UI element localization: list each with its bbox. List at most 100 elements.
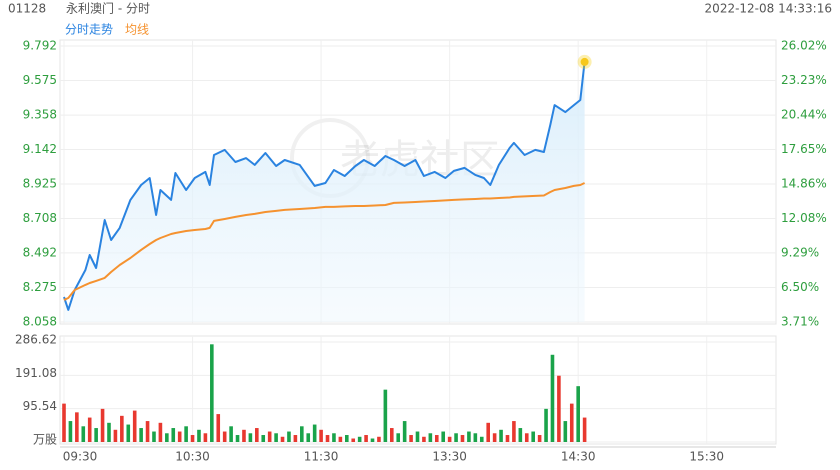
volume-bar (428, 433, 433, 442)
volume-bar (306, 433, 311, 442)
volume-bar (229, 426, 233, 442)
timestamp: 2022-12-08 14:33:16 (705, 2, 832, 16)
volume-bar (345, 435, 349, 442)
volume-bar (473, 433, 478, 442)
volume-bar (512, 421, 516, 442)
stock-name: 永利澳门 - 分时 (66, 1, 150, 16)
volume-bar (582, 417, 587, 442)
volume-bar (569, 403, 574, 442)
volume-bar (325, 435, 330, 442)
volume-bar (287, 431, 291, 442)
y-tick-label: 8.275 (23, 280, 57, 294)
volume-bar (312, 424, 317, 442)
volume-bar (242, 429, 246, 442)
x-tick-label: 14:30 (561, 450, 596, 464)
volume-bar (524, 433, 529, 442)
x-tick-label: 09:30 (63, 450, 98, 464)
legend-entry: 分时走势 (65, 23, 113, 37)
y2-tick-label: 17.65% (781, 142, 827, 156)
volume-bar (531, 431, 535, 442)
volume-bar (184, 426, 188, 442)
volume-bar (447, 436, 452, 442)
x-tick-label: 11:30 (304, 450, 339, 464)
volume-bar (370, 438, 375, 442)
y2-tick-label: 6.50% (781, 280, 819, 294)
volume-bar (499, 429, 503, 442)
volume-bar (576, 386, 580, 442)
volume-bar (210, 344, 214, 442)
volume-bar (177, 431, 182, 442)
volume-bar (132, 410, 137, 442)
volume-bar (216, 414, 221, 442)
volume-bar (434, 435, 439, 442)
volume-bar (152, 431, 156, 442)
y-tick-label: 8.492 (23, 245, 57, 259)
average-line (63, 182, 586, 301)
volume-bar (100, 408, 105, 442)
volume-bar (332, 433, 336, 442)
last-price-dot (580, 57, 589, 66)
volume-bar (280, 436, 285, 442)
x-tick-label: 10:30 (175, 450, 210, 464)
volume-bar (415, 431, 420, 442)
volume-bar (479, 436, 484, 442)
volume-bar (222, 431, 227, 442)
volume-bar (486, 422, 490, 442)
volume-bar (75, 412, 79, 442)
y-tick-label: 9.142 (23, 142, 57, 156)
volume-bar (139, 428, 143, 442)
y-tick-label: 8.708 (23, 211, 57, 225)
volume-bar (454, 433, 458, 442)
volume-bar (441, 431, 446, 442)
panel-frame (59, 335, 777, 445)
volume-bar (87, 417, 92, 442)
volume-bar (505, 435, 510, 442)
y-tick-label: 8.925 (23, 177, 57, 191)
volume-bar (190, 435, 195, 442)
volume-bar (274, 433, 278, 442)
y2-tick-label: 20.44% (781, 108, 827, 122)
y-tick-label: 9.792 (23, 39, 57, 53)
y-tick-label: 9.575 (23, 73, 57, 87)
price-line (63, 61, 586, 311)
volume-bar (557, 375, 561, 442)
y-tick-label: 8.058 (23, 315, 57, 329)
volume-bar (158, 422, 163, 442)
volume-bar (120, 415, 124, 442)
volume-bar (81, 426, 86, 442)
volume-bar (544, 408, 548, 442)
volume-bar (563, 421, 568, 442)
volume-bar (293, 435, 298, 442)
volume-bar (357, 436, 362, 442)
volume-bar (550, 354, 555, 442)
volume-bar (319, 429, 323, 442)
y2-tick-label: 26.02% (781, 39, 827, 53)
volume-bar (518, 428, 523, 442)
volume-bar (396, 433, 401, 442)
volume-bar (94, 428, 98, 442)
volume-bar (62, 403, 66, 442)
volume-bar (338, 436, 343, 442)
x-tick-label: 15:30 (689, 450, 724, 464)
volume-bar (235, 435, 240, 442)
legend-entry: 均线 (125, 23, 149, 37)
y-tick-label: 万股 (33, 433, 57, 447)
volume-bar (165, 433, 169, 442)
volume-bar (409, 435, 413, 442)
volume-bar (351, 438, 356, 442)
stock-code: 01128 (8, 2, 46, 16)
volume-bar (126, 424, 131, 442)
volume-bar (267, 431, 272, 442)
volume-bar (537, 435, 542, 442)
y-tick-label: 9.358 (23, 108, 57, 122)
y2-tick-label: 14.86% (781, 177, 827, 191)
volume-bar (145, 421, 150, 442)
y-tick-label: 95.54 (23, 399, 57, 413)
volume-bar (389, 428, 394, 442)
panel-frame (59, 39, 777, 325)
volume-bar (467, 431, 471, 442)
y2-tick-label: 23.23% (781, 73, 827, 87)
volume-bar (171, 428, 176, 442)
volume-bar (255, 428, 259, 442)
